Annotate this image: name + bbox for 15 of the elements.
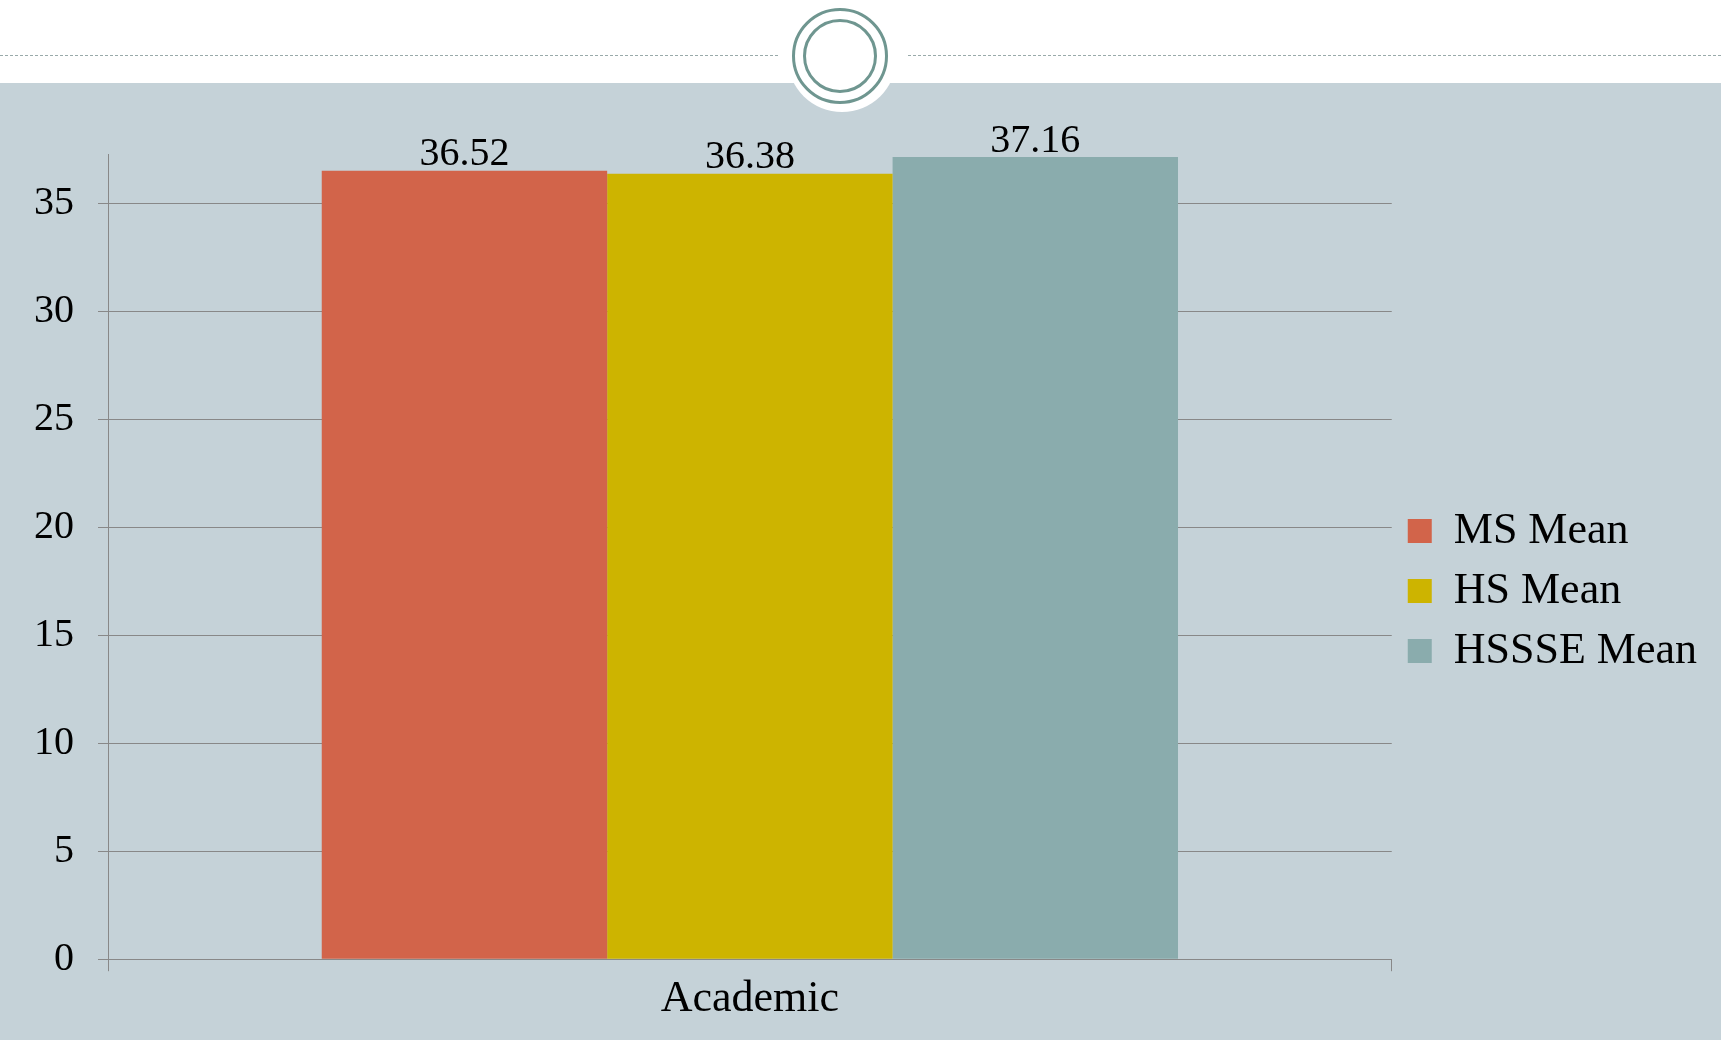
data-label: 37.16 [990,115,1081,161]
y-tick-label: 35 [34,178,74,224]
x-tick-label: Academic [660,972,840,1022]
y-tick-label: 15 [34,609,74,655]
y-tick-label: 0 [54,933,74,979]
legend-label: HS Mean [1453,563,1622,613]
y-tick-label: 5 [54,825,74,871]
y-tick-label: 20 [34,501,74,547]
y-tick-label: 10 [34,717,74,763]
y-tick-label: 30 [34,286,74,332]
data-label: 36.52 [419,129,510,175]
legend-label: HSSSE Mean [1453,623,1697,673]
data-label: 36.38 [704,132,795,178]
y-tick-label: 25 [34,394,74,440]
legend-label: MS Mean [1453,503,1629,553]
